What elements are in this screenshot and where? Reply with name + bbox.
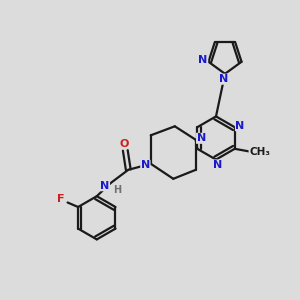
Text: H: H [113,185,121,195]
Text: N: N [213,160,222,170]
Text: N: N [196,133,206,143]
Text: O: O [119,139,128,149]
Text: N: N [236,121,245,131]
Text: N: N [141,160,150,170]
Text: N: N [219,74,228,84]
Text: F: F [57,194,65,205]
Text: N: N [100,181,110,191]
Text: CH₃: CH₃ [249,147,270,157]
Text: N: N [198,55,208,65]
